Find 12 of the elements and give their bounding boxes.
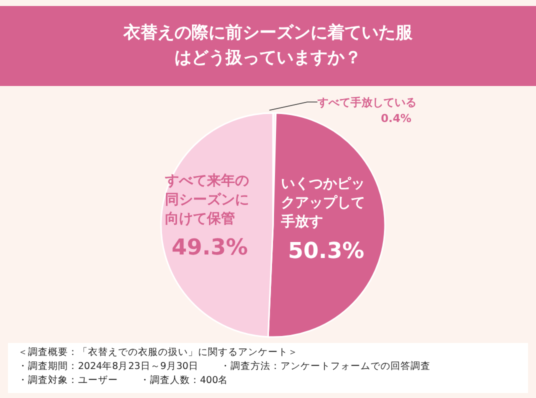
data-label: 50.3%: [288, 239, 364, 264]
slice-label: いくつかピックアップして手放す: [281, 175, 366, 232]
text: ・調査期間：2024年8月23日～9月30日: [18, 361, 198, 372]
data-label: 49.3%: [172, 236, 248, 261]
data-label: 0.4%: [380, 112, 412, 125]
text: ＜調査概要：「衣替えでの衣服の扱い」に関するアンケート＞: [18, 347, 298, 358]
chart-title: 衣替えの際に前シーズンに着ていた服はどう扱っていますか？: [122, 22, 414, 70]
text: ・調査方法：アンケートフォームでの回答調査: [220, 361, 430, 372]
text: ・調査対象：ユーザー: [18, 375, 118, 386]
text: ・調査人数：400名: [140, 375, 228, 386]
slice-label: すべて手放している: [316, 96, 416, 109]
slice-label: すべて来年の同シーズンに向けて保管: [164, 172, 250, 229]
